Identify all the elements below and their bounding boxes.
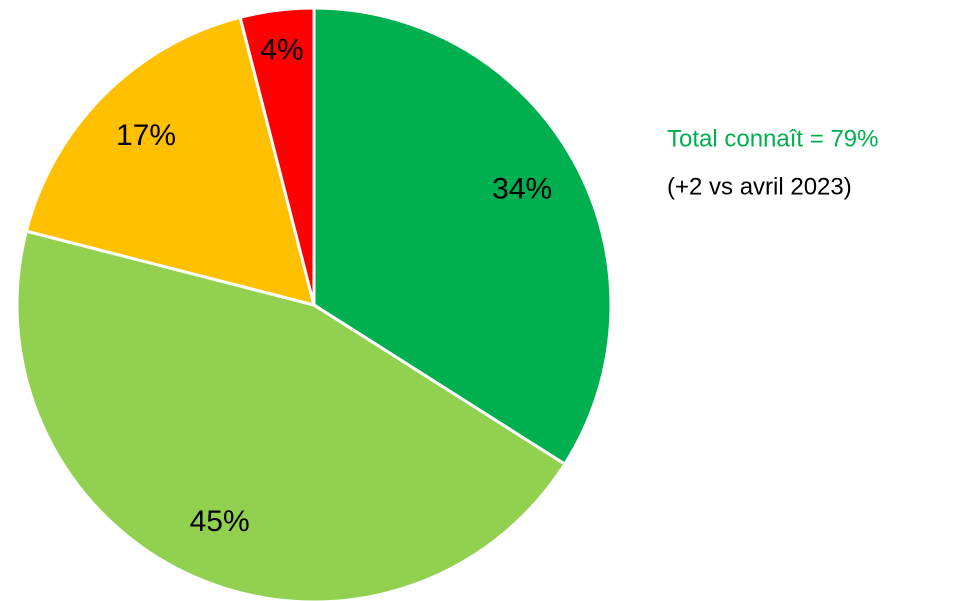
- pie-slice: [15, 229, 567, 601]
- pie-slice: [24, 15, 317, 308]
- data-label: 34%: [492, 172, 552, 205]
- pie-slice: [238, 6, 316, 306]
- data-label: 17%: [116, 119, 176, 152]
- data-label: 4%: [260, 34, 303, 67]
- data-label: 45%: [190, 505, 250, 538]
- annotation: Total connaît = 79%: [667, 125, 878, 152]
- pie-slice: [312, 6, 613, 467]
- annotation: (+2 vs avril 2023): [667, 173, 852, 200]
